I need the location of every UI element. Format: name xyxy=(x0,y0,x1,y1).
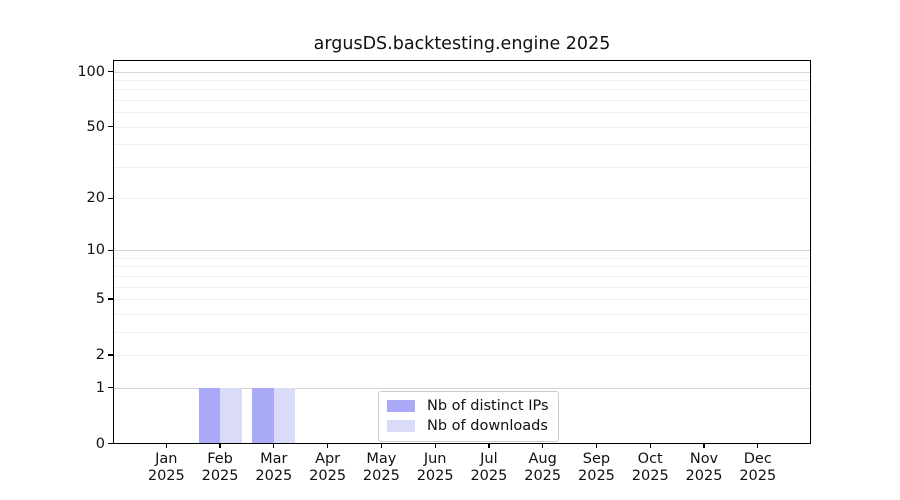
gridline-minor xyxy=(114,89,810,91)
x-tick xyxy=(380,443,382,448)
y-tick xyxy=(108,126,113,128)
gridline-major xyxy=(114,250,810,252)
gridline-minor xyxy=(114,198,810,200)
x-tick xyxy=(649,443,651,448)
y-tick-label: 1 xyxy=(95,379,105,396)
chart-title: argusDS.backtesting.engine 2025 xyxy=(313,34,611,54)
x-tick-label-month: Feb xyxy=(207,451,233,467)
legend-item-distinct-ips: Nb of distinct IPs xyxy=(387,398,549,414)
x-tick xyxy=(327,443,329,448)
y-tick-label: 50 xyxy=(86,118,105,135)
bar-downloads xyxy=(220,387,242,444)
x-tick-label-year: 2025 xyxy=(201,467,239,484)
bar-distinct-ips xyxy=(252,387,274,444)
legend-swatch-downloads-icon xyxy=(387,420,415,432)
y-tick-label: 10 xyxy=(86,242,105,259)
x-tick xyxy=(488,443,490,448)
y-tick-label: 20 xyxy=(86,190,105,207)
x-tick-label-month: Apr xyxy=(315,451,341,467)
y-tick-label: 100 xyxy=(77,63,105,80)
gridline-major xyxy=(114,71,810,73)
x-tick xyxy=(219,443,221,448)
gridline-minor xyxy=(114,299,810,301)
x-tick-label-month: May xyxy=(366,451,397,467)
x-tick-label-month: Sep xyxy=(582,451,611,467)
y-tick-label: 0 xyxy=(95,435,105,452)
x-tick xyxy=(595,443,598,448)
gridline-minor xyxy=(114,258,810,259)
x-tick xyxy=(273,443,275,448)
gridline-minor xyxy=(114,166,810,168)
x-tick-label: Aug 2025 xyxy=(511,451,575,484)
y-tick xyxy=(108,354,113,356)
y-tick xyxy=(108,442,113,445)
gridline-minor xyxy=(114,112,810,114)
gridline-minor xyxy=(114,286,810,288)
y-tick xyxy=(108,386,113,389)
x-tick xyxy=(542,443,544,448)
x-tick-label-year: 2025 xyxy=(416,467,454,484)
x-tick-label-year: 2025 xyxy=(255,467,293,484)
legend-label-downloads: Nb of downloads xyxy=(427,418,548,434)
x-tick-label: Feb 2025 xyxy=(188,451,252,484)
x-tick xyxy=(757,443,759,448)
x-tick-label-year: 2025 xyxy=(147,467,185,484)
x-tick-label: Oct 2025 xyxy=(618,451,682,484)
y-tick xyxy=(108,70,113,73)
x-tick-label-month: Jun xyxy=(423,451,447,467)
x-tick-label: Nov 2025 xyxy=(672,451,736,484)
y-tick xyxy=(108,249,113,251)
x-tick-label-year: 2025 xyxy=(309,467,347,484)
x-tick-label-month: Mar xyxy=(260,451,288,467)
x-tick-label: Dec 2025 xyxy=(726,451,790,484)
x-tick-label-month: Oct xyxy=(637,451,663,467)
bar-downloads xyxy=(273,387,296,444)
x-tick-label-year: 2025 xyxy=(578,467,615,484)
gridline-minor xyxy=(114,266,810,268)
gridline-minor xyxy=(114,126,810,128)
gridline-minor xyxy=(114,331,810,333)
x-tick-label-month: Dec xyxy=(743,451,772,467)
gridline-major xyxy=(114,387,810,389)
gridline-minor xyxy=(114,354,810,356)
bar-distinct-ips xyxy=(198,387,221,444)
legend-label-distinct-ips: Nb of distinct IPs xyxy=(427,398,549,414)
gridline-minor xyxy=(114,144,810,146)
x-tick-label-month: Aug xyxy=(528,451,557,467)
x-tick xyxy=(434,443,436,448)
y-tick-label: 2 xyxy=(95,346,105,363)
y-tick xyxy=(108,197,113,199)
x-tick-label: May 2025 xyxy=(349,451,413,484)
gridline-minor xyxy=(114,80,810,82)
x-tick-label: Apr 2025 xyxy=(296,451,360,484)
x-tick-label-year: 2025 xyxy=(362,467,400,484)
legend: Nb of distinct IPs Nb of downloads xyxy=(378,391,559,442)
x-tick-label-year: 2025 xyxy=(524,467,562,484)
x-tick-label: Sep 2025 xyxy=(564,451,628,484)
x-tick-label-year: 2025 xyxy=(631,467,669,484)
y-tick xyxy=(108,298,113,300)
x-tick xyxy=(165,443,167,448)
x-tick-label-year: 2025 xyxy=(739,467,777,484)
x-tick-label: Jul 2025 xyxy=(457,451,521,484)
legend-item-downloads: Nb of downloads xyxy=(387,418,549,434)
y-tick-label: 5 xyxy=(95,291,105,308)
legend-swatch-distinct-ips-icon xyxy=(387,400,415,412)
x-tick-label-month: Jul xyxy=(480,451,498,467)
x-tick-label-month: Nov xyxy=(689,451,719,467)
x-tick-label: Jun 2025 xyxy=(403,451,467,484)
x-tick xyxy=(703,443,705,448)
x-tick-label: Jan 2025 xyxy=(134,451,198,484)
gridline-minor xyxy=(114,275,810,277)
x-tick-label-month: Jan xyxy=(155,451,178,467)
gridline-minor xyxy=(114,313,810,315)
gridline-minor xyxy=(114,100,810,102)
plot-area: Nb of distinct IPs Nb of downloads xyxy=(113,60,811,444)
x-tick-label-year: 2025 xyxy=(470,467,508,484)
x-tick-label: Mar 2025 xyxy=(242,451,306,484)
x-tick-label-year: 2025 xyxy=(685,467,723,484)
